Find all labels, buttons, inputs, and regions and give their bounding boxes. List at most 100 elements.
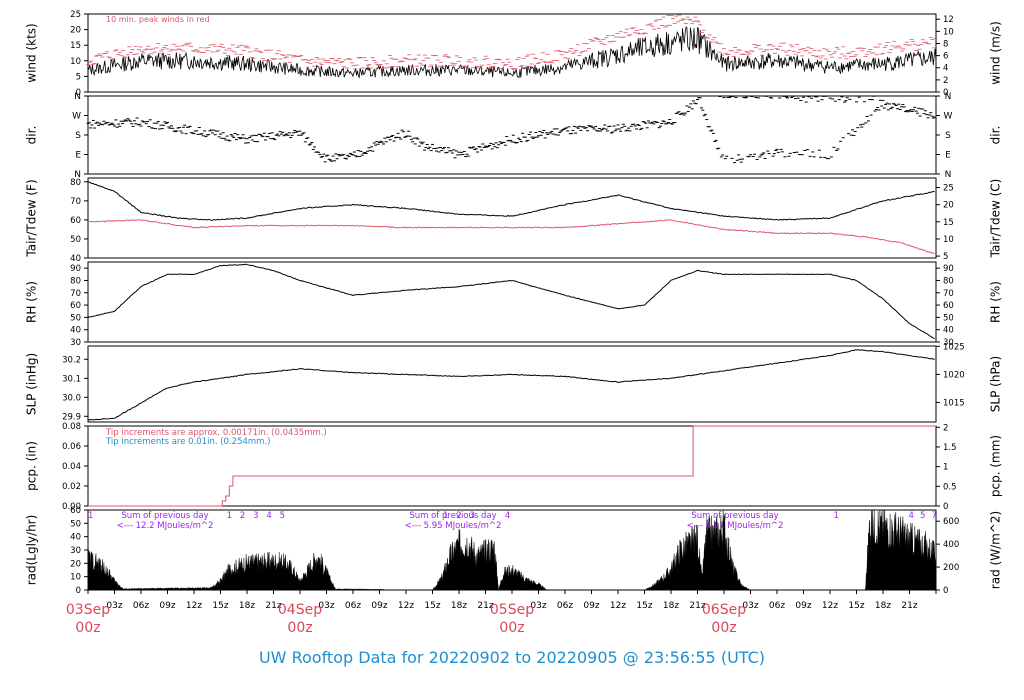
ytick-label-left: 0 bbox=[76, 88, 81, 98]
ytick-label-left: 40 bbox=[70, 533, 81, 543]
ytick-label-right: 70 bbox=[943, 289, 954, 299]
panel-temperature: Tair/Tdew (F) Tair/Tdew (C) 40 50 60 70 80 5 10 1… bbox=[25, 177, 1003, 264]
ytick-label-left: 30.1 bbox=[62, 374, 81, 384]
xtick-label-hour: 15z bbox=[848, 601, 864, 611]
ylabel-left: SLP (inHg) bbox=[25, 353, 39, 415]
panel-slp: SLP (inHg) SLP (hPa) 29.9 30.0 30.1 30.2 1015 1… bbox=[25, 342, 1003, 423]
xtick-label-hour: 12z bbox=[610, 601, 626, 611]
ytick-label-right: 200 bbox=[943, 563, 959, 573]
ylabel-right: SLP (hPa) bbox=[989, 356, 1003, 412]
ytick-label-right: 1 bbox=[943, 463, 948, 473]
ytick-label-left: 80 bbox=[70, 276, 81, 286]
xtick-label-hour: 03z bbox=[530, 601, 546, 611]
ytick-label-right: 80 bbox=[943, 276, 954, 286]
hour-mark: 1 bbox=[88, 511, 93, 521]
xtick-label-hour: 09z bbox=[159, 601, 175, 611]
ytick-label-left: S bbox=[75, 131, 81, 141]
ytick-label-right: 400 bbox=[943, 540, 959, 550]
hour-mark: 3 bbox=[470, 511, 475, 521]
ytick-label-right: 60 bbox=[943, 301, 954, 311]
ytick-label-right: 40 bbox=[943, 326, 954, 336]
ytick-label-left: 70 bbox=[70, 289, 81, 299]
xtick-label-hour: 06z bbox=[557, 601, 573, 611]
ylabel-left: pcp. (in) bbox=[25, 441, 39, 491]
day-sum-title: Sum of previous day bbox=[691, 511, 778, 521]
ytick-label-right: 50 bbox=[943, 313, 954, 323]
hour-mark: 3 bbox=[253, 511, 258, 521]
xtick-label-date-hour: 00z bbox=[499, 620, 524, 636]
figure-title: UW Rooftop Data for 20220902 to 20220905… bbox=[258, 648, 766, 667]
ylabel-left: wind (kts) bbox=[25, 23, 39, 82]
ytick-label-right: N bbox=[945, 92, 952, 102]
hour-mark: 2 bbox=[240, 511, 245, 521]
xtick-label-date-hour: 00z bbox=[287, 620, 312, 636]
panel-wind: wind (kts) wind (m/s) 0 5 10 15 20 25 0 2 4 6 8 10 12 1… bbox=[25, 10, 1003, 98]
series-solar-radiation bbox=[87, 509, 937, 591]
panel-frame bbox=[87, 13, 937, 93]
panel-frame bbox=[87, 345, 937, 423]
ylabel-right: RH (%) bbox=[989, 281, 1003, 323]
ylabel-right: wind (m/s) bbox=[989, 21, 1003, 85]
series-relative_humidity bbox=[87, 263, 935, 339]
ytick-label-left: 50 bbox=[70, 313, 81, 323]
xtick-label-hour: 12z bbox=[398, 601, 414, 611]
ytick-label-right: 600 bbox=[943, 517, 959, 527]
ytick-label-left: 10 bbox=[70, 573, 81, 583]
xtick-label-hour: 06z bbox=[345, 601, 361, 611]
ytick-label-right: 1015 bbox=[943, 398, 965, 408]
ytick-label-right: N bbox=[945, 170, 952, 180]
ytick-label-right: 0.5 bbox=[943, 482, 957, 492]
xtick-label-hour: 21z bbox=[265, 601, 281, 611]
series-air_temperature bbox=[87, 181, 935, 221]
ytick-label-left: 0 bbox=[76, 586, 81, 596]
ylabel-right: Tair/Tdew (C) bbox=[989, 179, 1003, 259]
ytick-label-right: 1025 bbox=[943, 342, 965, 352]
xtick-label-hour: 15z bbox=[424, 601, 440, 611]
ytick-label-left: 0.04 bbox=[62, 462, 81, 472]
ytick-label-left: 0.06 bbox=[62, 442, 81, 452]
ytick-label-right: 0 bbox=[943, 502, 948, 512]
ytick-label-right: 8 bbox=[943, 39, 948, 49]
hour-mark: 4 bbox=[505, 511, 510, 521]
ytick-label-left: 30 bbox=[70, 546, 81, 556]
ytick-label-left: W bbox=[72, 112, 81, 122]
annotation-tip-0: Tip increments are approx. 0.00171in. (0… bbox=[105, 428, 327, 438]
ytick-label-right: 15 bbox=[943, 218, 954, 228]
xtick-label-hour: 06z bbox=[133, 601, 149, 611]
ylabel-right: dir. bbox=[989, 126, 1003, 145]
hour-mark: 2 bbox=[456, 511, 461, 521]
ytick-label-right: 90 bbox=[943, 264, 954, 274]
panel-dir: dir. dir.N NE ES SW WN N bbox=[25, 92, 1003, 180]
ytick-label-right: 6 bbox=[943, 52, 948, 62]
hour-mark: 1 bbox=[833, 511, 838, 521]
ytick-label-right: 12 bbox=[943, 15, 954, 25]
ytick-label-right: 4 bbox=[943, 64, 948, 74]
xtick-label-hour: 18z bbox=[663, 601, 679, 611]
time-axis: 03z 06z 09z 12z 15z 18z 21z 03z 06z 09z 12z 15z 18z 2… bbox=[66, 590, 937, 636]
day-sum-title: Sum of previous day bbox=[409, 511, 496, 521]
ylabel-right: pcp. (mm) bbox=[989, 435, 1003, 497]
ytick-label-left: 30.0 bbox=[62, 393, 81, 403]
panel-precip: pcp. (in) pcp. (mm) 0.00 0.02 0.04 0.06 0.08 0 0… bbox=[25, 422, 1003, 512]
xtick-label-date-hour: 00z bbox=[711, 620, 736, 636]
ytick-label-left: 50 bbox=[70, 235, 81, 245]
ylabel-right: rad (W/m^2) bbox=[989, 511, 1003, 589]
annotation-peak-winds: 10 min. peak winds in red bbox=[106, 15, 210, 24]
hour-mark: 4 bbox=[266, 511, 271, 521]
xtick-label-hour: 15z bbox=[212, 601, 228, 611]
ytick-label-left: 20 bbox=[70, 26, 81, 36]
ytick-label-left: 60 bbox=[70, 216, 81, 226]
ytick-label-left: 80 bbox=[70, 178, 81, 188]
ytick-label-left: 15 bbox=[70, 41, 81, 51]
ytick-label-right: W bbox=[944, 112, 953, 122]
ytick-label-left: N bbox=[74, 170, 81, 180]
xtick-label-hour: 18z bbox=[239, 601, 255, 611]
ytick-label-right: 20 bbox=[943, 201, 954, 211]
annotation-tip-1: Tip increments are 0.01in. (0.254mm.) bbox=[105, 437, 270, 447]
ytick-label-left: 20 bbox=[70, 559, 81, 569]
ytick-label-left: 29.9 bbox=[62, 412, 81, 422]
day-sum-value: <--- 5.95 MJoules/m^2 bbox=[405, 521, 502, 531]
ytick-label-left: 40 bbox=[70, 326, 81, 336]
ytick-label-left: 50 bbox=[70, 519, 81, 529]
